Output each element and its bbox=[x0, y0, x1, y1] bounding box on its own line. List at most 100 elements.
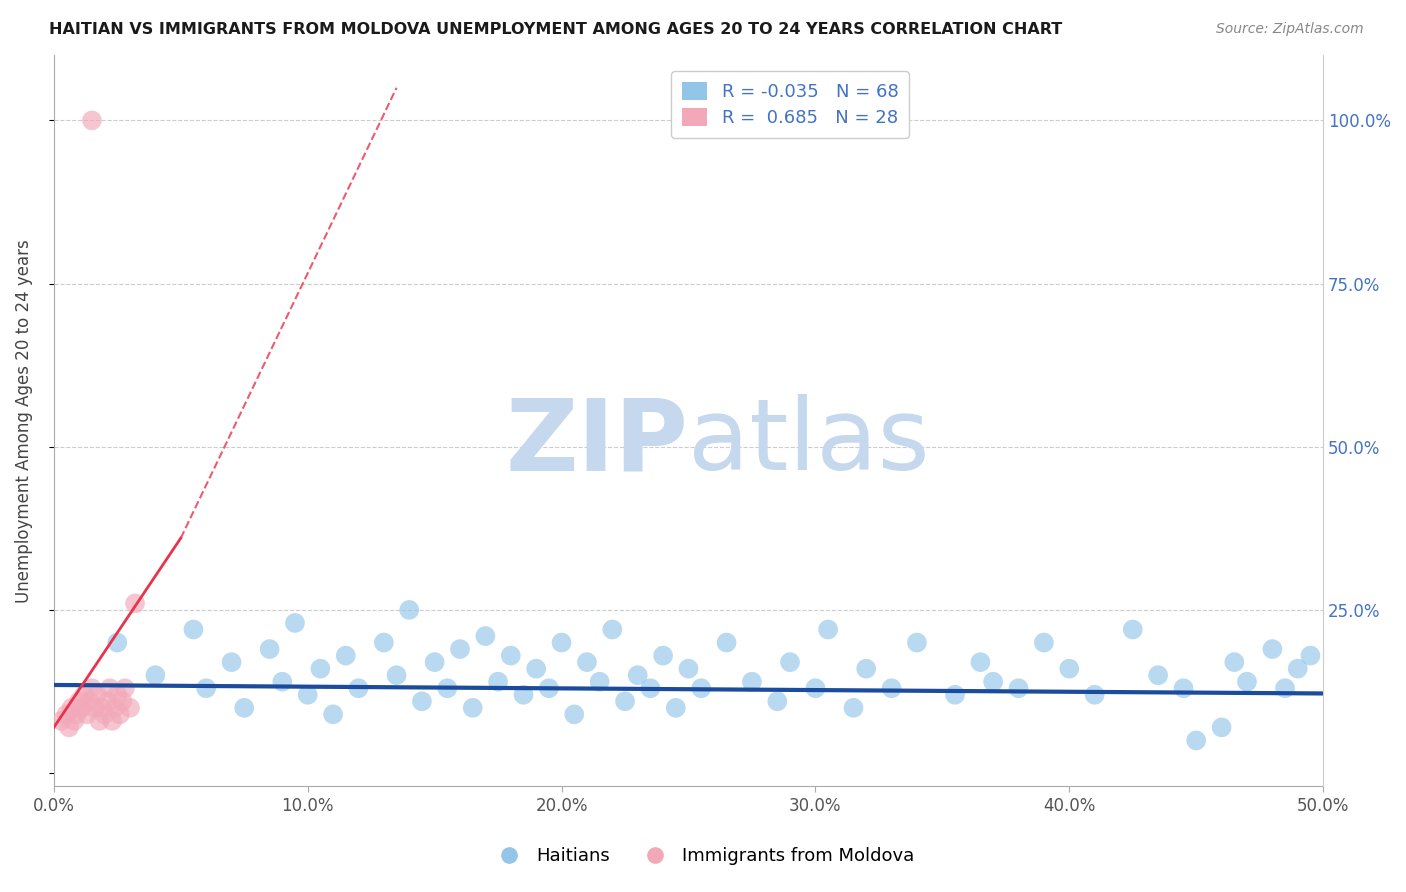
Point bbox=[1032, 635, 1054, 649]
Y-axis label: Unemployment Among Ages 20 to 24 years: Unemployment Among Ages 20 to 24 years bbox=[15, 239, 32, 602]
Point bbox=[855, 662, 877, 676]
Point bbox=[105, 688, 128, 702]
Point bbox=[58, 720, 80, 734]
Point bbox=[981, 674, 1004, 689]
Point bbox=[271, 674, 294, 689]
Point bbox=[550, 635, 572, 649]
Point bbox=[1211, 720, 1233, 734]
Point bbox=[124, 596, 146, 610]
Point bbox=[398, 603, 420, 617]
Point bbox=[1084, 688, 1107, 702]
Point bbox=[1286, 662, 1309, 676]
Point bbox=[842, 701, 865, 715]
Point bbox=[96, 694, 118, 708]
Point bbox=[499, 648, 522, 663]
Point bbox=[436, 681, 458, 696]
Text: ZIP: ZIP bbox=[506, 394, 689, 491]
Point bbox=[221, 655, 243, 669]
Point bbox=[76, 707, 98, 722]
Point bbox=[411, 694, 433, 708]
Point bbox=[665, 701, 688, 715]
Point bbox=[89, 714, 111, 728]
Point bbox=[804, 681, 827, 696]
Point bbox=[423, 655, 446, 669]
Point bbox=[233, 701, 256, 715]
Point bbox=[766, 694, 789, 708]
Point bbox=[385, 668, 408, 682]
Point bbox=[79, 694, 101, 708]
Point bbox=[195, 681, 218, 696]
Point bbox=[943, 688, 966, 702]
Point bbox=[690, 681, 713, 696]
Point bbox=[524, 662, 547, 676]
Point bbox=[537, 681, 560, 696]
Point bbox=[652, 648, 675, 663]
Point bbox=[63, 714, 86, 728]
Point bbox=[297, 688, 319, 702]
Point bbox=[779, 655, 801, 669]
Point bbox=[373, 635, 395, 649]
Point bbox=[66, 707, 89, 722]
Point bbox=[1173, 681, 1195, 696]
Point bbox=[145, 668, 167, 682]
Point bbox=[83, 701, 105, 715]
Point bbox=[449, 642, 471, 657]
Point bbox=[335, 648, 357, 663]
Point bbox=[588, 674, 610, 689]
Point bbox=[91, 701, 114, 715]
Point bbox=[60, 701, 83, 715]
Point bbox=[562, 707, 585, 722]
Point bbox=[183, 623, 205, 637]
Point bbox=[55, 707, 77, 722]
Point bbox=[602, 623, 624, 637]
Point bbox=[1261, 642, 1284, 657]
Point bbox=[716, 635, 738, 649]
Point bbox=[70, 701, 93, 715]
Point bbox=[108, 707, 131, 722]
Point bbox=[259, 642, 281, 657]
Point bbox=[86, 688, 108, 702]
Text: atlas: atlas bbox=[689, 394, 931, 491]
Point bbox=[905, 635, 928, 649]
Point bbox=[80, 681, 103, 696]
Point bbox=[322, 707, 344, 722]
Legend: R = -0.035   N = 68, R =  0.685   N = 28: R = -0.035 N = 68, R = 0.685 N = 28 bbox=[671, 71, 910, 138]
Point bbox=[1274, 681, 1296, 696]
Point bbox=[627, 668, 650, 682]
Point bbox=[111, 694, 134, 708]
Point bbox=[461, 701, 484, 715]
Point bbox=[114, 681, 136, 696]
Point bbox=[101, 714, 124, 728]
Point bbox=[1223, 655, 1246, 669]
Point bbox=[1147, 668, 1170, 682]
Text: Source: ZipAtlas.com: Source: ZipAtlas.com bbox=[1216, 22, 1364, 37]
Point bbox=[640, 681, 662, 696]
Point bbox=[284, 615, 307, 630]
Point bbox=[486, 674, 509, 689]
Point bbox=[1007, 681, 1029, 696]
Point bbox=[817, 623, 839, 637]
Point bbox=[347, 681, 370, 696]
Point bbox=[98, 681, 121, 696]
Point bbox=[118, 701, 141, 715]
Text: HAITIAN VS IMMIGRANTS FROM MOLDOVA UNEMPLOYMENT AMONG AGES 20 TO 24 YEARS CORREL: HAITIAN VS IMMIGRANTS FROM MOLDOVA UNEMP… bbox=[49, 22, 1063, 37]
Point bbox=[105, 635, 128, 649]
Point bbox=[575, 655, 598, 669]
Point bbox=[474, 629, 496, 643]
Point bbox=[880, 681, 903, 696]
Point bbox=[1185, 733, 1208, 747]
Point bbox=[969, 655, 991, 669]
Point bbox=[1299, 648, 1322, 663]
Point bbox=[512, 688, 534, 702]
Point bbox=[80, 113, 103, 128]
Point bbox=[1059, 662, 1081, 676]
Point bbox=[104, 701, 127, 715]
Point bbox=[678, 662, 700, 676]
Point bbox=[614, 694, 637, 708]
Point bbox=[1122, 623, 1144, 637]
Point bbox=[73, 688, 96, 702]
Point bbox=[309, 662, 332, 676]
Legend: Haitians, Immigrants from Moldova: Haitians, Immigrants from Moldova bbox=[484, 840, 922, 872]
Point bbox=[741, 674, 763, 689]
Point bbox=[1236, 674, 1258, 689]
